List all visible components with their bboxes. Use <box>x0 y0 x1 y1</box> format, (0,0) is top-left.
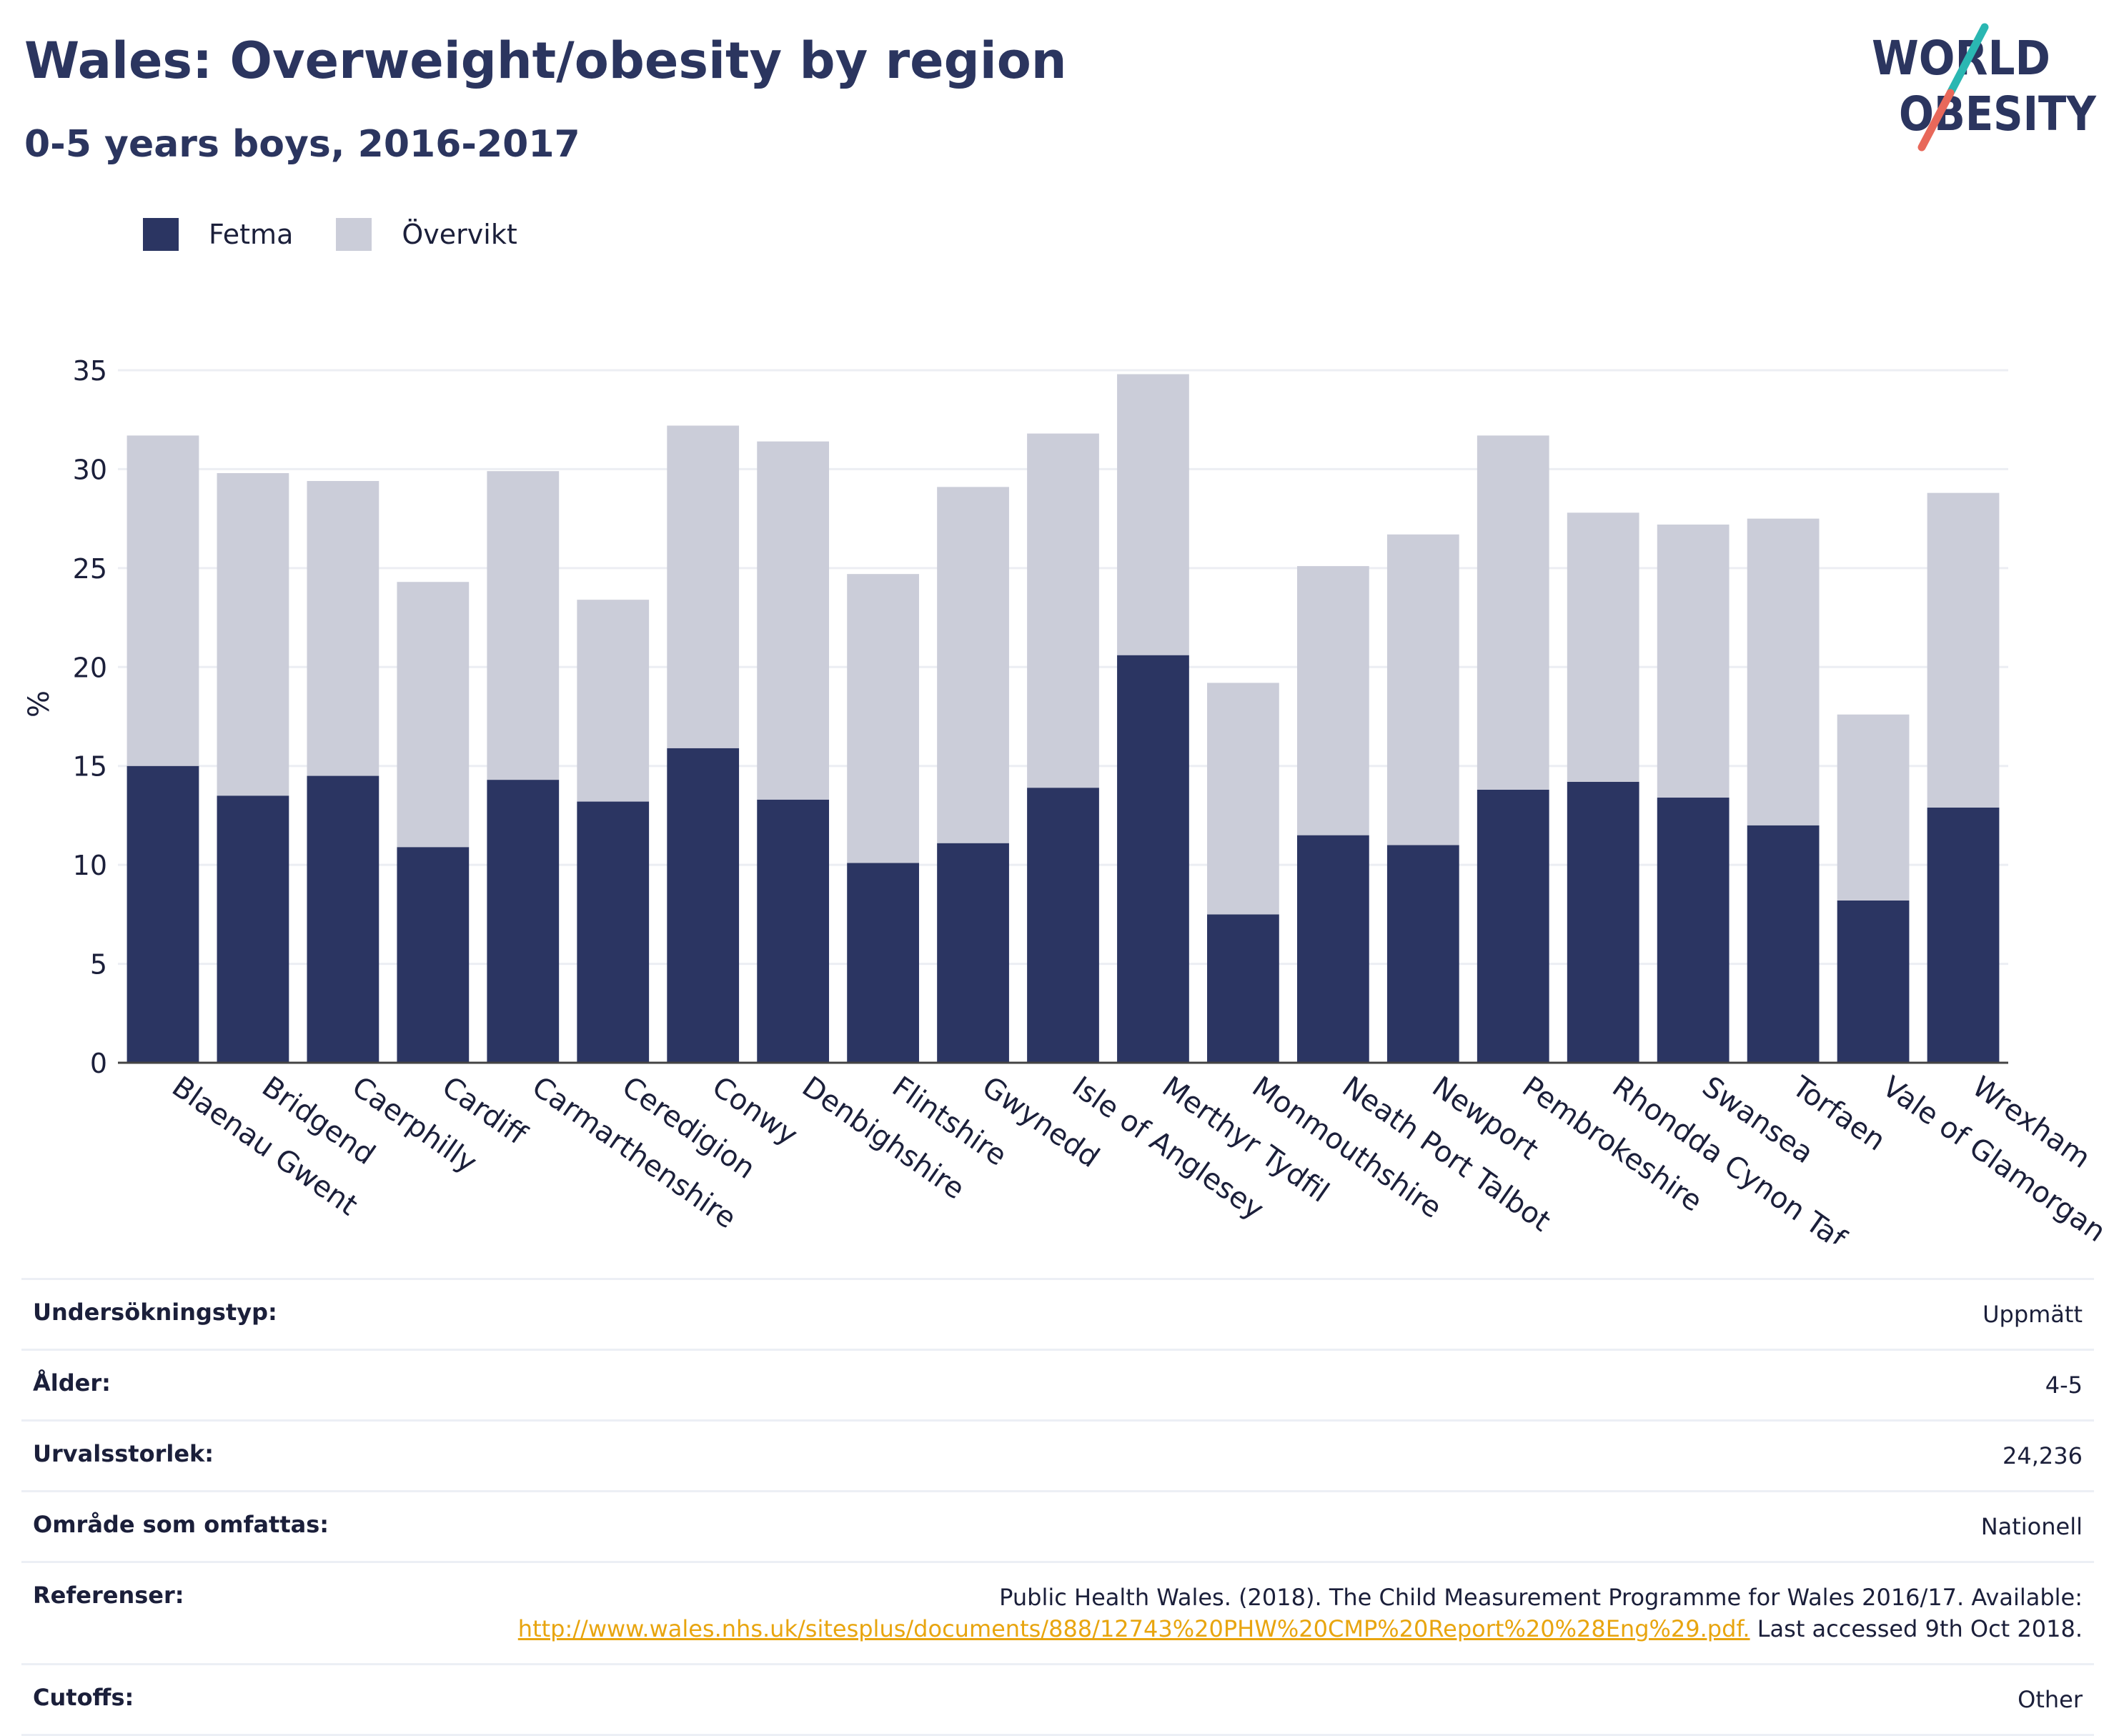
logo-slash-teal <box>1946 23 1989 97</box>
bar-overvikt-bridgend[interactable] <box>217 472 289 796</box>
bar-overvikt-blaenau-gwent[interactable] <box>126 435 199 766</box>
reference-link[interactable]: http://www.wales.nhs.uk/sitesplus/docume… <box>517 1615 1750 1642</box>
info-label: Undersökningstyp: <box>33 1299 277 1326</box>
bar-overvikt-newport[interactable] <box>1386 534 1459 845</box>
bar-overvikt-torfaen[interactable] <box>1747 518 1820 825</box>
legend-item-overvikt[interactable]: Övervikt <box>336 218 517 251</box>
bar-fetma-wrexham[interactable] <box>1927 807 2000 1063</box>
bar-fetma-isle-of-anglesey[interactable] <box>1027 788 1099 1063</box>
legend-label-fetma: Fetma <box>209 219 294 250</box>
bar-overvikt-ceredigion[interactable] <box>577 600 650 802</box>
legend-label-overvikt: Övervikt <box>402 219 517 250</box>
info-value: 4-5 <box>2045 1372 2083 1399</box>
page-title: Wales: Overweight/obesity by region <box>24 31 1067 90</box>
survey-info-table: Undersökningstyp: Uppmätt Ålder: 4-5 Urv… <box>21 1278 2094 1736</box>
bar-overvikt-gwynedd[interactable] <box>937 487 1009 843</box>
bar-fetma-carmarthenshire[interactable] <box>487 780 560 1063</box>
bar-fetma-bridgend[interactable] <box>217 795 289 1063</box>
reference-text: Public Health Wales. (2018). The Child M… <box>999 1584 2083 1611</box>
bar-overvikt-vale-of-glamorgan[interactable] <box>1837 714 1910 901</box>
bar-fetma-blaenau-gwent[interactable] <box>126 765 199 1063</box>
bar-overvikt-cardiff[interactable] <box>397 582 470 848</box>
bar-overvikt-pembrokeshire[interactable] <box>1477 435 1549 790</box>
legend-swatch-overvikt <box>336 218 372 251</box>
bar-fetma-conwy[interactable] <box>667 748 740 1063</box>
info-row-sample-size: Urvalsstorlek: 24,236 <box>21 1420 2094 1492</box>
bar-fetma-flintshire[interactable] <box>847 863 919 1063</box>
info-value: Nationell <box>1980 1513 2083 1540</box>
info-label: Ålder: <box>33 1369 111 1397</box>
bar-fetma-vale-of-glamorgan[interactable] <box>1837 900 1910 1063</box>
bar-overvikt-isle-of-anglesey[interactable] <box>1027 433 1099 788</box>
legend-item-fetma[interactable]: Fetma <box>143 218 293 251</box>
bar-fetma-caerphilly[interactable] <box>307 775 379 1063</box>
y-tick-label: 30 <box>73 454 107 485</box>
reference-accessed: Last accessed 9th Oct 2018. <box>1757 1615 2083 1642</box>
bar-overvikt-rhondda-cynon-taf[interactable] <box>1567 512 1639 782</box>
y-tick-label: 15 <box>73 751 107 783</box>
info-label: Område som omfattas: <box>33 1511 329 1538</box>
bar-fetma-merthyr-tydfil[interactable] <box>1117 655 1189 1063</box>
bar-overvikt-neath-port-talbot[interactable] <box>1296 566 1369 835</box>
y-tick-label: 35 <box>73 355 107 387</box>
bar-overvikt-monmouthshire[interactable] <box>1207 683 1279 915</box>
info-row-survey-type: Undersökningstyp: Uppmätt <box>21 1279 2094 1350</box>
info-label: Urvalsstorlek: <box>33 1440 214 1467</box>
y-axis-label: % <box>23 690 56 718</box>
info-value: Other <box>2018 1686 2083 1713</box>
bar-overvikt-wrexham[interactable] <box>1927 492 2000 808</box>
y-tick-label: 0 <box>90 1048 107 1079</box>
y-tick-label: 5 <box>90 949 107 981</box>
world-obesity-logo: WORLD OBESITY <box>1872 23 2097 152</box>
info-row-references: Referenser: Public Health Wales. (2018).… <box>21 1562 2094 1665</box>
bar-overvikt-denbighshire[interactable] <box>757 441 830 800</box>
info-value: 24,236 <box>2003 1442 2083 1469</box>
bar-fetma-monmouthshire[interactable] <box>1207 914 1279 1063</box>
info-label: Referenser: <box>33 1582 184 1609</box>
y-tick-label: 10 <box>73 850 107 881</box>
y-tick-label: 20 <box>73 652 107 683</box>
bar-overvikt-flintshire[interactable] <box>847 574 919 863</box>
bar-overvikt-conwy[interactable] <box>667 425 740 748</box>
info-value: Public Health Wales. (2018). The Child M… <box>368 1562 2094 1665</box>
bars <box>126 374 2000 1063</box>
bar-fetma-cardiff[interactable] <box>397 847 470 1063</box>
chart-legend: Fetma Övervikt <box>143 214 560 254</box>
bar-fetma-neath-port-talbot[interactable] <box>1296 835 1369 1063</box>
bar-overvikt-carmarthenshire[interactable] <box>487 471 560 780</box>
bar-fetma-ceredigion[interactable] <box>577 801 650 1063</box>
info-row-cutoffs: Cutoffs: Other <box>21 1664 2094 1735</box>
legend-swatch-fetma <box>143 218 179 251</box>
y-tick-label: 25 <box>73 553 107 585</box>
info-label: Cutoffs: <box>33 1684 134 1711</box>
bar-overvikt-merthyr-tydfil[interactable] <box>1117 374 1189 655</box>
info-row-age: Ålder: 4-5 <box>21 1349 2094 1421</box>
page-subtitle: 0-5 years boys, 2016-2017 <box>24 123 580 166</box>
bar-overvikt-caerphilly[interactable] <box>307 481 379 776</box>
bar-fetma-denbighshire[interactable] <box>757 799 830 1063</box>
bar-fetma-rhondda-cynon-taf[interactable] <box>1567 781 1639 1063</box>
bar-overvikt-swansea[interactable] <box>1657 524 1730 798</box>
logo-slash-red <box>1917 89 1955 152</box>
bar-fetma-newport[interactable] <box>1386 845 1459 1063</box>
x-tick-label: Denbighshire <box>796 1071 971 1206</box>
info-row-area: Område som omfattas: Nationell <box>21 1491 2094 1562</box>
bar-fetma-torfaen[interactable] <box>1747 825 1820 1063</box>
bar-fetma-pembrokeshire[interactable] <box>1477 789 1549 1063</box>
bar-fetma-gwynedd[interactable] <box>937 843 1009 1063</box>
bar-fetma-swansea[interactable] <box>1657 798 1730 1063</box>
info-value: Uppmätt <box>1983 1301 2083 1328</box>
